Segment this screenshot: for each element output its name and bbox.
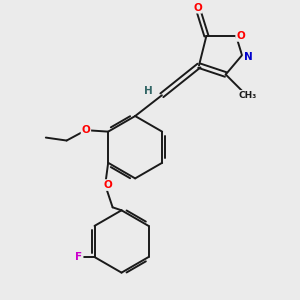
Text: H: H — [144, 86, 153, 96]
Text: O: O — [104, 180, 112, 190]
Text: CH₃: CH₃ — [239, 91, 257, 100]
Text: O: O — [236, 31, 245, 41]
Text: F: F — [75, 252, 82, 262]
Text: O: O — [193, 3, 202, 13]
Text: N: N — [244, 52, 252, 62]
Text: O: O — [82, 125, 90, 135]
